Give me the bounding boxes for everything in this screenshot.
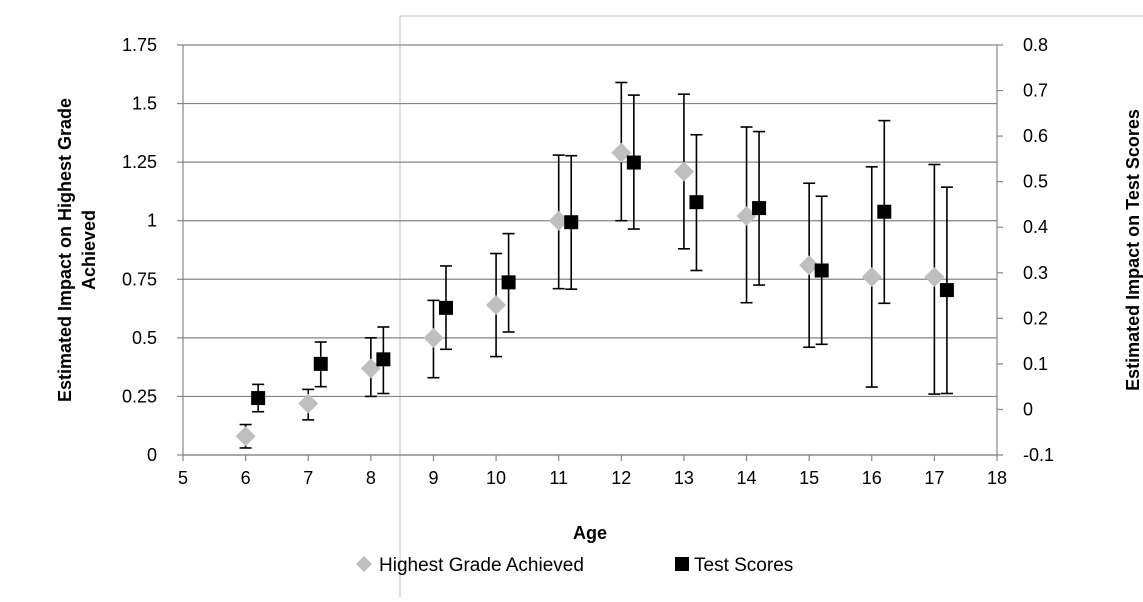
x-tick-label: 18 (987, 468, 1007, 488)
point-test-scores (877, 204, 892, 219)
point-highest-grade (486, 295, 507, 316)
y-left-tick-label: 0.5 (132, 328, 157, 348)
y-left-tick-label: 1.5 (132, 94, 157, 114)
y-left-tick-label: 0.75 (122, 269, 157, 289)
point-highest-grade (799, 255, 820, 276)
point-highest-grade (736, 206, 757, 227)
y-right-tick-label: 0.5 (1023, 172, 1048, 192)
x-tick-label: 13 (674, 468, 694, 488)
y-left-tick-label: 0.25 (122, 386, 157, 406)
point-test-scores (626, 155, 641, 170)
y-left-tick-label: 0 (147, 445, 157, 465)
x-axis-title: Age (573, 523, 607, 543)
point-test-scores (939, 283, 954, 298)
y-right-tick-label: 0.1 (1023, 354, 1048, 374)
point-highest-grade (611, 142, 632, 163)
legend-marker-test-scores (675, 557, 689, 571)
point-test-scores (438, 300, 453, 315)
point-test-scores (814, 263, 829, 278)
point-test-scores (689, 195, 704, 210)
x-tick-label: 7 (303, 468, 313, 488)
x-tick-label: 9 (428, 468, 438, 488)
y-right-tick-label: -0.1 (1023, 445, 1054, 465)
y-left-tick-label: 1.75 (122, 35, 157, 55)
point-highest-grade (298, 393, 319, 414)
x-tick-label: 16 (862, 468, 882, 488)
x-tick-label: 12 (611, 468, 631, 488)
x-tick-label: 11 (549, 468, 568, 488)
x-tick-label: 6 (241, 468, 251, 488)
y-right-tick-label: 0.6 (1023, 126, 1048, 146)
y-right-tick-label: 0.2 (1023, 308, 1048, 328)
point-test-scores (313, 356, 328, 371)
legend-marker-highest-grade (356, 556, 372, 572)
y-right-tick-label: 0 (1023, 399, 1033, 419)
point-highest-grade (924, 266, 945, 287)
y-right-tick-label: 0.4 (1023, 217, 1048, 237)
point-highest-grade (235, 426, 256, 447)
point-test-scores (501, 275, 516, 290)
point-test-scores (251, 391, 266, 406)
point-highest-grade (861, 266, 882, 287)
y-left-tick-label: 1 (147, 211, 157, 231)
y-left-axis-title-line2: Achieved (79, 210, 99, 290)
point-test-scores (752, 201, 767, 216)
y-right-tick-label: 0.7 (1023, 81, 1048, 101)
x-tick-label: 5 (178, 468, 188, 488)
point-highest-grade (423, 327, 444, 348)
y-right-axis-title: Estimated Impact on Test Scores (1123, 109, 1143, 391)
point-highest-grade (360, 358, 381, 379)
x-tick-label: 17 (924, 468, 944, 488)
point-highest-grade (673, 161, 694, 182)
y-left-axis-title-line1: Estimated Impact on Highest Grade (55, 98, 75, 402)
y-left-tick-label: 1.25 (122, 152, 157, 172)
legend-label-test-scores: Test Scores (694, 555, 793, 576)
y-right-tick-label: 0.3 (1023, 263, 1048, 283)
y-right-tick-label: 0.8 (1023, 35, 1048, 55)
legend-label-highest-grade: Highest Grade Achieved (379, 555, 584, 576)
point-highest-grade (548, 210, 569, 231)
x-tick-label: 8 (366, 468, 376, 488)
x-tick-label: 14 (737, 468, 757, 488)
x-tick-label: 10 (486, 468, 506, 488)
point-test-scores (376, 352, 391, 367)
x-tick-label: 15 (799, 468, 819, 488)
point-test-scores (564, 215, 579, 230)
